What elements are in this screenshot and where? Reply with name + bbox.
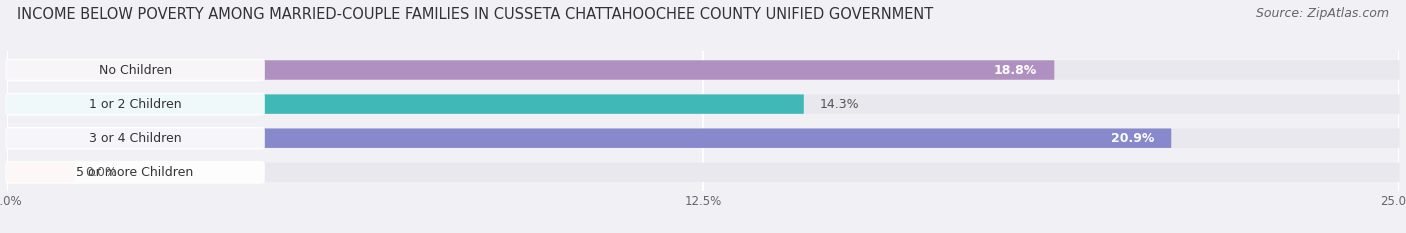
Text: 3 or 4 Children: 3 or 4 Children [89,132,181,145]
Text: INCOME BELOW POVERTY AMONG MARRIED-COUPLE FAMILIES IN CUSSETA CHATTAHOOCHEE COUN: INCOME BELOW POVERTY AMONG MARRIED-COUPL… [17,7,934,22]
FancyBboxPatch shape [7,60,1054,80]
Text: 14.3%: 14.3% [820,98,859,111]
FancyBboxPatch shape [7,60,1399,80]
Text: 20.9%: 20.9% [1111,132,1154,145]
Text: 0.0%: 0.0% [84,166,117,179]
FancyBboxPatch shape [6,58,264,82]
FancyBboxPatch shape [7,128,1171,148]
FancyBboxPatch shape [7,163,75,182]
Text: 18.8%: 18.8% [994,64,1038,76]
FancyBboxPatch shape [7,94,804,114]
FancyBboxPatch shape [6,93,264,116]
FancyBboxPatch shape [6,161,264,184]
FancyBboxPatch shape [6,127,264,150]
Text: No Children: No Children [98,64,172,76]
Text: 5 or more Children: 5 or more Children [76,166,194,179]
FancyBboxPatch shape [7,128,1399,148]
FancyBboxPatch shape [7,94,1399,114]
FancyBboxPatch shape [7,163,1399,182]
Text: 1 or 2 Children: 1 or 2 Children [89,98,181,111]
Text: Source: ZipAtlas.com: Source: ZipAtlas.com [1256,7,1389,20]
